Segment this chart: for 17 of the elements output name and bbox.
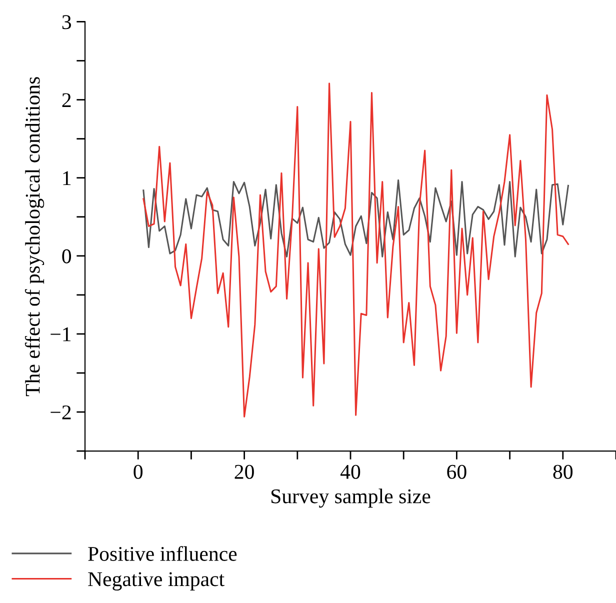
y-tick-label: −2	[50, 405, 71, 420]
line-series	[142, 82, 569, 418]
x-tick-label: 40	[340, 464, 360, 479]
line-series	[142, 179, 569, 258]
y-tick-label: 0	[62, 249, 72, 264]
y-tick-label: 3	[62, 15, 71, 30]
x-tick-label: 60	[447, 464, 466, 479]
y-tick-label: 1	[63, 171, 71, 186]
x-axis-title: Survey sample size	[271, 488, 430, 508]
x-tick-label: 0	[134, 464, 143, 479]
x-tick-label: 80	[553, 464, 573, 479]
y-tick-label: −1	[50, 327, 71, 342]
x-tick-label: 20	[234, 464, 254, 479]
y-tick-label: 2	[62, 93, 71, 107]
y-axis-title: The effect of psychological conditions	[24, 77, 44, 396]
legend-label: Positive influence	[88, 546, 237, 561]
legend-label: Negative impact	[88, 572, 224, 590]
